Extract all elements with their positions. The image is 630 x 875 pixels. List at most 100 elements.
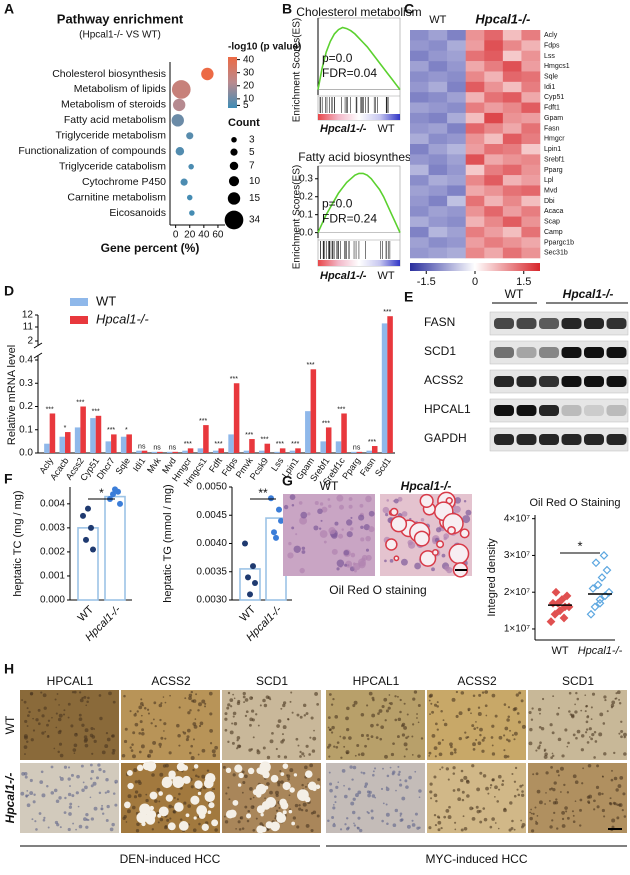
panel-label: B xyxy=(282,1,292,17)
stain-texture xyxy=(293,545,301,553)
bar xyxy=(212,450,219,453)
ihc-nucleus xyxy=(62,713,66,716)
category-label: Cholesterol biosynthesis xyxy=(52,68,166,80)
ihc-nucleus xyxy=(610,706,614,709)
ihc-nucleus xyxy=(545,792,547,794)
ihc-nucleus xyxy=(164,737,167,740)
ihc-nucleus xyxy=(280,780,284,784)
y-tick-label: 2 xyxy=(27,336,33,347)
ihc-nucleus xyxy=(384,719,387,722)
ihc-nucleus xyxy=(482,807,486,810)
ihc-nucleus xyxy=(348,736,352,740)
ihc-nucleus xyxy=(252,828,256,832)
ihc-nucleus xyxy=(168,804,173,809)
ihc-nucleus xyxy=(211,749,216,754)
ihc-vacuole xyxy=(149,805,154,811)
stain-texture xyxy=(365,548,369,552)
heat-cell xyxy=(484,123,504,134)
heat-cell xyxy=(502,71,522,83)
ihc-nucleus xyxy=(599,712,604,717)
significance-label: * xyxy=(125,427,128,434)
significance-label: ** xyxy=(258,486,268,500)
ihc-nucleus xyxy=(585,728,589,731)
ihc-nucleus xyxy=(587,800,590,804)
heat-cell xyxy=(521,195,541,207)
heat-cell xyxy=(410,50,429,62)
ihc-nucleus xyxy=(199,789,202,792)
ihc-nucleus xyxy=(330,731,334,734)
ihc-nucleus xyxy=(179,818,183,821)
ihc-nucleus xyxy=(112,700,116,704)
bubble xyxy=(189,210,195,216)
heat-cell xyxy=(521,226,541,238)
ihc-nucleus xyxy=(430,702,433,705)
heat-cell xyxy=(428,81,448,93)
ihc-vacuole xyxy=(291,821,296,826)
ihc-nucleus xyxy=(593,730,597,734)
ihc-nucleus xyxy=(125,821,128,823)
ihc-nucleus xyxy=(516,788,519,791)
ihc-nucleus xyxy=(129,746,132,749)
ihc-nucleus xyxy=(388,702,391,705)
ihc-vacuole xyxy=(142,761,152,771)
ihc-nucleus xyxy=(204,705,207,708)
ihc-nucleus xyxy=(417,721,420,724)
group-label: Hpcal1-/- xyxy=(320,123,367,135)
y-tick-label: 0.1 xyxy=(299,209,313,220)
ihc-nucleus xyxy=(26,707,29,710)
significance-label: *** xyxy=(76,399,84,406)
ihc-nucleus xyxy=(622,792,626,796)
ihc-nucleus xyxy=(59,826,62,829)
ihc-nucleus xyxy=(269,739,274,744)
ihc-nucleus xyxy=(244,714,248,718)
significance-label: *** xyxy=(245,432,253,439)
category-label: Fatty acid metabolism xyxy=(64,114,166,126)
ihc-vacuole xyxy=(282,810,287,815)
ihc-nucleus xyxy=(401,796,406,801)
ihc-nucleus xyxy=(549,723,553,727)
point xyxy=(83,536,89,543)
ihc-vacuole xyxy=(165,794,173,802)
ihc-nucleus xyxy=(42,818,46,822)
ihc-nucleus xyxy=(580,748,584,752)
stain-texture xyxy=(319,530,328,538)
ihc-nucleus xyxy=(138,705,143,710)
heat-cell xyxy=(447,50,467,62)
ihc-nucleus xyxy=(494,822,497,824)
heat-cell xyxy=(521,133,541,145)
bar xyxy=(381,323,388,453)
stain-texture xyxy=(301,546,306,551)
blot-band xyxy=(561,405,582,416)
significance-label: *** xyxy=(214,441,222,448)
ihc-nucleus xyxy=(367,737,370,741)
heat-cell xyxy=(502,92,522,103)
ihc-nucleus xyxy=(510,826,514,830)
heat-cell xyxy=(428,123,448,134)
ihc-nucleus xyxy=(491,752,496,756)
gene-label: Camp xyxy=(544,229,563,236)
heat-cell xyxy=(410,61,429,72)
stain-texture xyxy=(323,540,327,544)
blot-band xyxy=(584,434,604,445)
heat-cell xyxy=(502,133,522,145)
ihc-vacuole xyxy=(225,767,232,773)
ihc-nucleus xyxy=(351,810,356,815)
ihc-nucleus xyxy=(249,786,253,791)
ihc-nucleus xyxy=(411,823,416,827)
ihc-nucleus xyxy=(209,742,213,745)
ihc-nucleus xyxy=(24,775,28,779)
ihc-nucleus xyxy=(237,820,241,824)
heat-cell xyxy=(428,40,448,52)
ihc-nucleus xyxy=(331,725,335,730)
heat-cell xyxy=(428,154,448,166)
ihc-nucleus xyxy=(418,789,422,793)
ihc-nucleus xyxy=(46,723,49,727)
heat-cell xyxy=(521,144,541,155)
ihc-nucleus xyxy=(63,811,67,814)
ihc-nucleus xyxy=(603,752,607,756)
ihc-nucleus xyxy=(507,706,511,709)
bar xyxy=(44,443,50,453)
blot-band xyxy=(516,347,537,358)
blot-band xyxy=(494,376,514,387)
ihc-nucleus xyxy=(75,791,79,795)
